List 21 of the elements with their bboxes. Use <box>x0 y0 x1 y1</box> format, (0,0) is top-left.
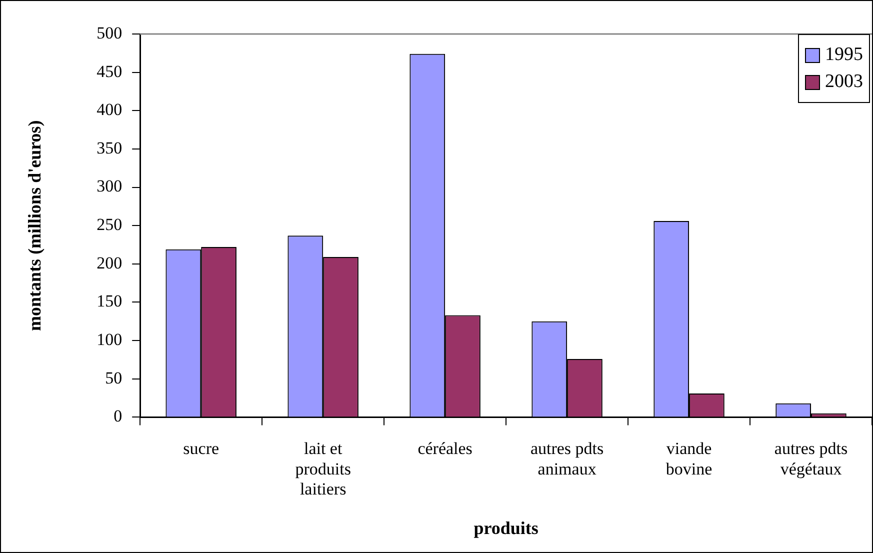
x-tick-label: lait et produits laitiers <box>295 438 351 499</box>
y-tick-label: 350 <box>96 138 122 158</box>
y-tick-label: 200 <box>96 253 122 272</box>
x-tick-label: céréales <box>418 438 472 458</box>
y-tick-label: 0 <box>114 406 122 426</box>
y-tick-label: 100 <box>96 330 122 350</box>
y-tick-label: 450 <box>96 62 122 81</box>
y-tick-label: 400 <box>96 100 122 120</box>
legend-label: 1995 <box>825 44 863 66</box>
x-tick-label: autres pdts animaux <box>530 438 604 478</box>
y-tick-label: 150 <box>96 292 122 311</box>
y-tick-label: 50 <box>105 368 122 388</box>
legend-label: 2003 <box>825 71 863 93</box>
y-tick-label: 500 <box>96 23 122 42</box>
x-tick-label: autres pdts végétaux <box>774 438 848 478</box>
x-axis-title: produits <box>474 518 538 538</box>
y-axis-title: montants (millions d'euros) <box>24 120 44 331</box>
x-tick-label: sucre <box>183 438 220 458</box>
x-tick-label: viande bovine <box>666 438 712 478</box>
y-tick-label: 250 <box>96 215 122 234</box>
y-tick-label: 300 <box>96 176 122 196</box>
